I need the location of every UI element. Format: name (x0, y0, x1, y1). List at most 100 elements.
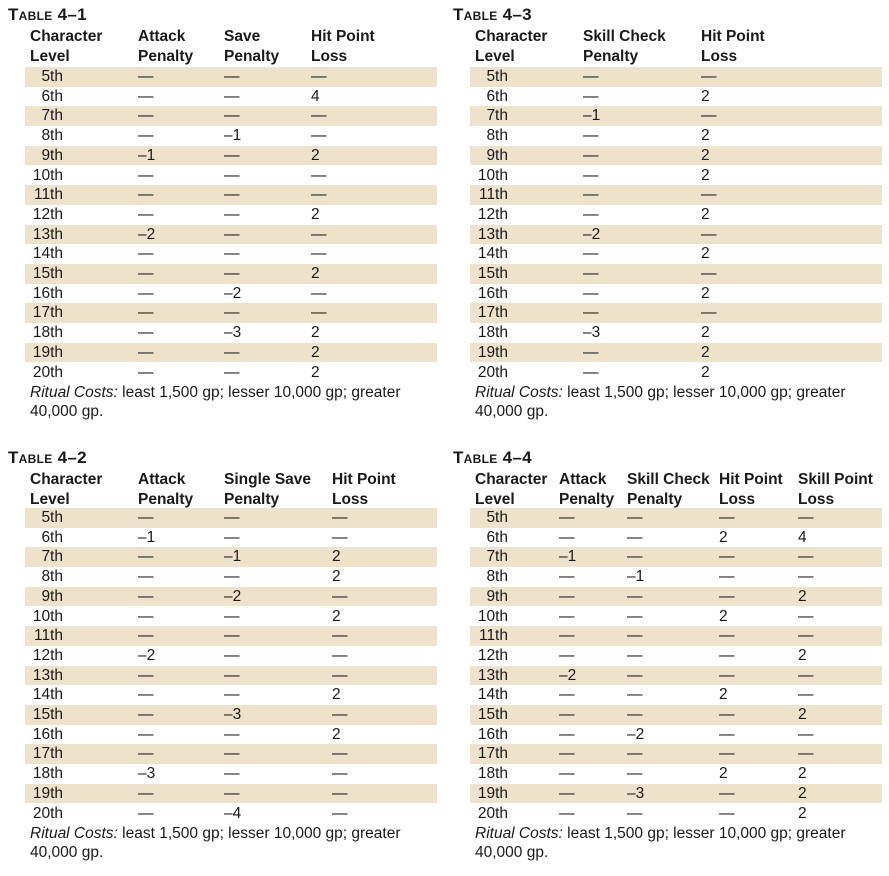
table-row: 15th — — (470, 264, 882, 284)
value-cell: — (138, 804, 154, 822)
level-cell: 20th (32, 804, 63, 822)
level-cell: 15th (477, 706, 508, 723)
column-header-line: Hit Point (311, 28, 375, 45)
column-header: Character Level (475, 27, 547, 66)
value-cell: — (559, 607, 575, 625)
value-cell: — (627, 587, 643, 605)
value-cell: — (559, 784, 575, 802)
column-header-line: Loss (719, 490, 756, 508)
table-row: 7th — — — (25, 106, 437, 127)
table-row: 9th –1 — 2 (25, 145, 437, 166)
value-cell: — (311, 245, 327, 263)
value-cell: — (627, 646, 643, 664)
table-3: Table 4–2 Character Level Attack Penalty Sing… (8, 446, 448, 876)
value-cell: — (701, 107, 717, 125)
value-cell: — (627, 627, 643, 645)
table-row: 18th — — 2 2 (470, 764, 882, 784)
table-row: 7th –1 — (470, 106, 882, 127)
value-cell: — (311, 225, 327, 243)
column-header-line: Attack (559, 471, 607, 488)
column-header: Hit Point Loss (701, 27, 765, 66)
level-cell: 19th (477, 343, 508, 361)
value-cell: — (138, 548, 154, 566)
value-cell: — (332, 745, 348, 763)
column-header-line: Level (475, 47, 515, 65)
value-cell: 4 (311, 87, 320, 105)
table-row: 10th — — — (25, 166, 437, 186)
level-cell: 5th (41, 509, 63, 526)
value-cell: –2 (559, 666, 577, 684)
column-header: Single Save Penalty (224, 470, 311, 509)
table-row: 5th — — (470, 67, 882, 87)
column-header-line: Loss (701, 47, 738, 65)
ritual-costs-text: least 1,500 gp; lesser 10,000 gp; greate… (30, 825, 401, 862)
column-header-line: Character (475, 28, 548, 45)
level-cell: 12th (477, 205, 508, 223)
table-row: 6th — — 2 4 (470, 528, 882, 548)
value-cell: –2 (138, 225, 156, 243)
value-cell: — (559, 725, 575, 743)
value-cell: –2 (583, 225, 601, 243)
level-cell: 11th (478, 627, 508, 645)
value-cell: — (224, 363, 240, 381)
level-cell: 8th (41, 568, 63, 586)
value-cell: –3 (627, 784, 645, 802)
table-row: 20th — 2 (470, 363, 882, 383)
value-cell: — (224, 68, 240, 85)
value-cell: 2 (701, 146, 710, 164)
value-cell: — (332, 784, 348, 802)
level-cell: 17th (477, 745, 508, 763)
table-row: 17th — — — (25, 744, 437, 765)
table-row: 14th — 2 (470, 244, 882, 264)
value-cell: — (583, 68, 599, 85)
value-cell: — (138, 725, 154, 743)
value-cell: — (332, 627, 348, 645)
level-cell: 18th (477, 765, 508, 783)
column-header: Hit Point Loss (332, 470, 396, 509)
value-cell: — (719, 568, 735, 586)
value-cell: — (627, 666, 643, 684)
column-header-line: Penalty (583, 47, 639, 65)
table-row: 8th — –1 — — (470, 567, 882, 587)
table-row: 8th — –1 — (25, 126, 437, 146)
value-cell: — (311, 304, 327, 322)
value-cell: — (224, 107, 240, 125)
table-row: 12th — — — 2 (470, 646, 882, 666)
value-cell: — (332, 587, 348, 605)
value-cell: — (701, 186, 717, 204)
level-cell: 19th (32, 343, 63, 361)
level-cell: 6th (41, 528, 63, 546)
level-cell: 6th (486, 528, 508, 546)
level-cell: 10th (32, 166, 63, 184)
column-header-line: Penalty (224, 490, 280, 508)
value-cell: — (224, 528, 240, 546)
column-header: Character Level (30, 470, 102, 509)
value-cell: — (224, 686, 240, 704)
column-header-line: Character (30, 28, 103, 45)
table-row: 7th –1 — — — (470, 547, 882, 568)
value-cell: 2 (332, 686, 341, 704)
value-cell: — (798, 745, 814, 763)
column-header: Skill Point Loss (798, 470, 873, 509)
value-cell: — (583, 205, 599, 223)
value-cell: — (583, 186, 599, 204)
value-cell: — (719, 587, 735, 605)
value-cell: — (559, 686, 575, 704)
value-cell: 2 (311, 324, 320, 342)
value-cell: — (138, 205, 154, 223)
column-header-line: Hit Point (719, 471, 783, 488)
value-cell: — (559, 528, 575, 546)
value-cell: 2 (719, 528, 728, 546)
value-cell: — (138, 186, 154, 204)
table-row: 15th — — — 2 (470, 705, 882, 725)
level-cell: 12th (32, 205, 63, 223)
value-cell: 2 (701, 245, 710, 263)
table-row: 14th — — 2 (25, 685, 437, 705)
value-cell: — (559, 646, 575, 664)
value-cell: — (138, 343, 154, 361)
value-cell: — (627, 706, 643, 723)
table-row: 13th –2 — (470, 224, 882, 245)
value-cell: 2 (701, 127, 710, 145)
level-cell: 13th (477, 225, 508, 243)
value-cell: — (627, 607, 643, 625)
